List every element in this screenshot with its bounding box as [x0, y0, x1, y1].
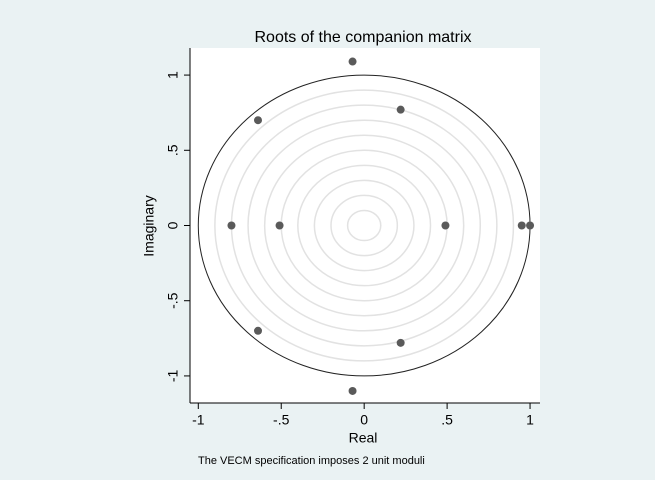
- root-point: [396, 105, 405, 114]
- root-point: [227, 221, 236, 230]
- modulus-ring: [313, 179, 415, 272]
- y-axis-label: Imaginary: [141, 195, 157, 256]
- modulus-ring: [247, 119, 482, 332]
- root-point: [441, 221, 450, 230]
- y-tick-label: 1: [165, 71, 181, 79]
- plot-area: [190, 48, 540, 403]
- root-point: [254, 116, 263, 125]
- root-point: [348, 57, 357, 66]
- root-point: [517, 221, 526, 230]
- x-axis-label: Real: [349, 430, 378, 446]
- modulus-ring: [346, 209, 382, 242]
- x-tick-label: .5: [441, 412, 453, 428]
- x-tick-label: -.5: [273, 412, 290, 428]
- y-tick-label: .5: [165, 144, 181, 156]
- y-tick-label: -.5: [165, 292, 181, 309]
- modulus-ring: [297, 164, 432, 287]
- root-point: [526, 221, 535, 230]
- root-point: [254, 326, 263, 335]
- root-point: [275, 221, 284, 230]
- y-tick-label: 0: [165, 221, 181, 229]
- y-tick-label: -1: [165, 369, 181, 382]
- chart-title: Roots of the companion matrix: [255, 29, 472, 46]
- modulus-ring: [263, 134, 465, 317]
- note: The VECM specification imposes 2 unit mo…: [198, 455, 425, 467]
- x-tick-label: 0: [360, 412, 368, 428]
- modulus-ring: [330, 194, 399, 257]
- root-point: [348, 386, 357, 395]
- x-tick-label: -1: [192, 412, 205, 428]
- modulus-ring: [214, 89, 515, 362]
- x-tick-label: 1: [526, 412, 534, 428]
- root-point: [396, 338, 405, 347]
